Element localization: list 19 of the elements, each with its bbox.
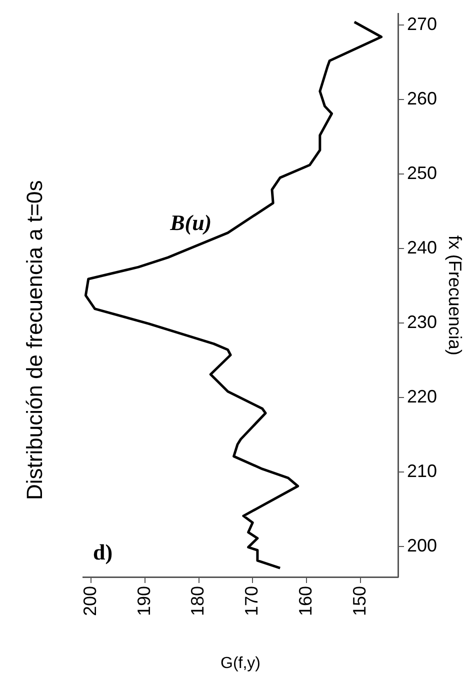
y-axis-title: fx (Frecuencia) — [445, 235, 466, 356]
annotation: d) — [93, 540, 113, 565]
x-tick-label: 190 — [134, 586, 154, 616]
x-axis-title: G(f,y) — [220, 654, 260, 672]
y-tick-label: 270 — [407, 14, 438, 34]
x-tick-label: 160 — [295, 586, 316, 616]
y-tick-label: 240 — [407, 237, 438, 258]
y-tick-label: 230 — [407, 312, 438, 332]
y-tick-label: 210 — [407, 460, 438, 481]
y-tick-label: 200 — [407, 535, 438, 556]
y-tick-label: 220 — [407, 386, 438, 406]
x-tick-label: 170 — [242, 586, 262, 616]
x-tick-label: 180 — [188, 586, 208, 616]
annotation: B(u) — [169, 210, 212, 236]
y-tick-label: 250 — [407, 162, 438, 183]
x-tick-label: 150 — [349, 586, 370, 616]
text: Distribución de frecuencia a t=0s — [22, 180, 48, 502]
y-tick-label: 260 — [407, 88, 438, 108]
x-tick-label: 200 — [80, 586, 100, 616]
